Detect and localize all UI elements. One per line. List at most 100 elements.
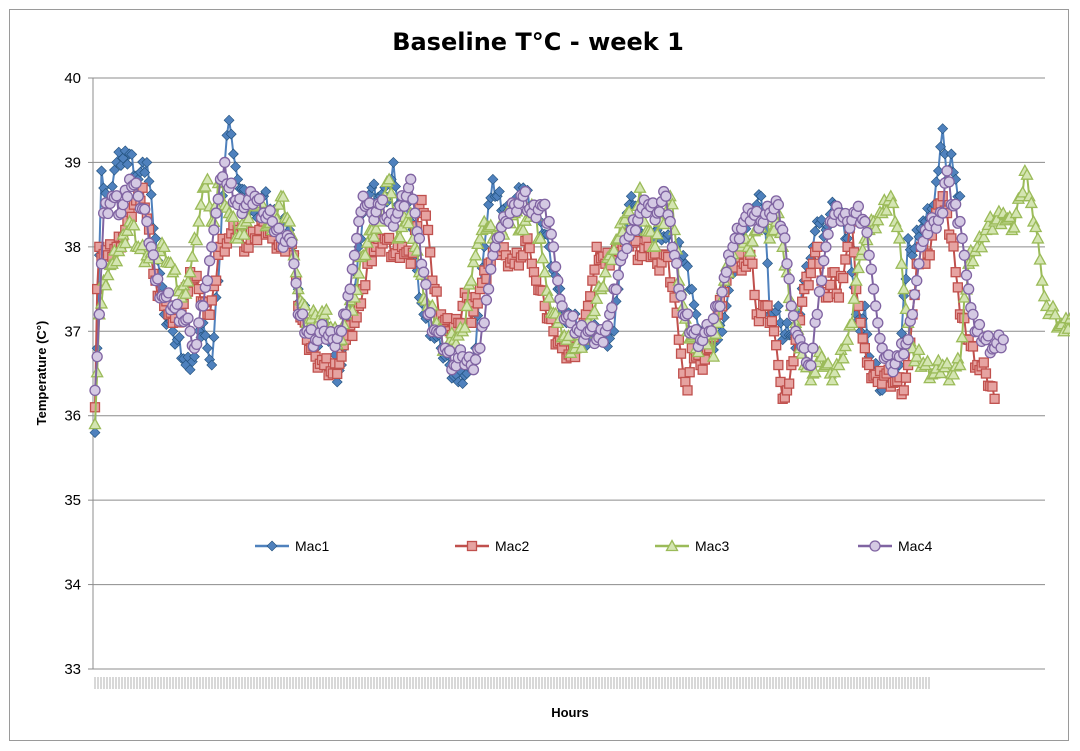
point-mac3 — [590, 291, 604, 304]
point-mac3 — [879, 203, 894, 216]
point-mac3 — [192, 214, 206, 227]
point-mac2 — [967, 341, 979, 352]
point-mac3 — [190, 233, 204, 246]
point-mac3 — [763, 231, 777, 244]
point-mac2 — [788, 356, 799, 367]
point-mac4 — [720, 266, 733, 278]
point-mac2 — [784, 378, 795, 389]
point-mac3 — [473, 231, 487, 244]
point-mac2 — [336, 351, 347, 362]
point-mac4 — [296, 308, 309, 320]
point-mac2 — [589, 264, 600, 275]
point-mac2 — [360, 280, 371, 291]
point-mac3 — [847, 291, 861, 304]
y-tick-label-34: 34 — [64, 577, 81, 594]
point-mac3 — [384, 186, 398, 199]
legend-label-mac4: Mac4 — [898, 538, 932, 554]
point-mac3 — [804, 373, 818, 386]
point-mac3 — [743, 244, 757, 257]
point-mac1 — [223, 114, 235, 126]
point-mac4 — [91, 350, 103, 363]
x-tick-labels — [94, 677, 930, 689]
y-tick-labels: 33 34 35 36 37 38 39 40 — [64, 70, 81, 678]
point-mac2 — [989, 393, 1000, 404]
point-mac4 — [610, 283, 622, 296]
point-mac3 — [955, 330, 969, 343]
point-mac4 — [772, 198, 784, 211]
point-mac1 — [902, 232, 914, 244]
point-mac4 — [409, 207, 421, 219]
point-mac1 — [487, 173, 499, 185]
point-mac3 — [851, 261, 865, 274]
point-mac1 — [682, 260, 693, 272]
point-mac1 — [688, 299, 700, 311]
point-mac3 — [466, 255, 481, 268]
point-mac2 — [766, 316, 778, 327]
point-mac4 — [629, 224, 642, 237]
legend-marker-mac4 — [869, 540, 881, 552]
point-mac3 — [538, 265, 552, 278]
point-mac4 — [714, 300, 726, 313]
point-mac2 — [591, 241, 602, 253]
point-mac1 — [686, 283, 698, 295]
point-mac4 — [418, 266, 430, 278]
point-mac4 — [783, 273, 795, 285]
point-mac4 — [913, 258, 925, 270]
point-mac1 — [96, 165, 107, 177]
point-mac2 — [383, 232, 395, 244]
point-mac3 — [183, 265, 197, 278]
point-mac1 — [189, 351, 200, 363]
point-mac4 — [973, 318, 986, 331]
point-mac2 — [825, 279, 836, 291]
point-mac1 — [945, 148, 957, 160]
point-mac4 — [121, 190, 134, 203]
point-mac3 — [533, 231, 548, 244]
point-mac3 — [596, 279, 610, 292]
point-mac3 — [1020, 167, 1034, 180]
point-mac3 — [542, 290, 556, 303]
point-mac1 — [230, 161, 241, 173]
point-mac3 — [1037, 289, 1051, 302]
point-mac2 — [481, 273, 492, 285]
point-mac2 — [206, 295, 217, 306]
point-mac4 — [606, 301, 618, 314]
point-mac4 — [898, 348, 910, 360]
point-mac3 — [845, 315, 859, 328]
point-mac4 — [376, 194, 389, 206]
point-mac4 — [733, 233, 746, 245]
point-mac4 — [954, 215, 966, 228]
legend-marker-mac2 — [466, 540, 478, 552]
point-mac2 — [466, 317, 477, 328]
point-mac4 — [152, 273, 164, 285]
point-mac2 — [900, 372, 912, 383]
point-mac3 — [393, 230, 407, 243]
legend: Mac1 Mac2 Mac3 Mac4 — [255, 538, 932, 554]
point-mac3 — [871, 213, 885, 226]
point-mac3 — [1046, 299, 1060, 312]
point-mac4 — [171, 298, 183, 310]
point-mac2 — [526, 258, 537, 269]
point-mac4 — [552, 274, 564, 287]
point-mac1 — [139, 167, 151, 178]
point-mac2 — [675, 348, 687, 359]
point-mac3 — [940, 356, 954, 369]
point-mac3 — [460, 299, 474, 312]
point-mac2 — [518, 250, 529, 261]
point-mac4 — [435, 325, 447, 337]
point-mac1 — [930, 176, 942, 188]
point-mac3 — [832, 358, 846, 371]
point-mac3 — [464, 273, 478, 286]
point-mac2 — [204, 309, 215, 320]
point-mac3 — [99, 278, 113, 291]
point-mac3 — [966, 254, 980, 267]
point-mac3 — [598, 265, 612, 278]
point-mac4 — [474, 342, 486, 354]
point-mac4 — [997, 334, 1009, 346]
series-layer — [88, 114, 1070, 439]
point-mac1 — [126, 148, 138, 160]
point-mac4 — [664, 215, 676, 228]
point-mac1 — [141, 157, 153, 168]
point-mac4 — [705, 325, 717, 337]
point-mac4 — [130, 177, 142, 189]
point-mac3 — [838, 339, 852, 352]
